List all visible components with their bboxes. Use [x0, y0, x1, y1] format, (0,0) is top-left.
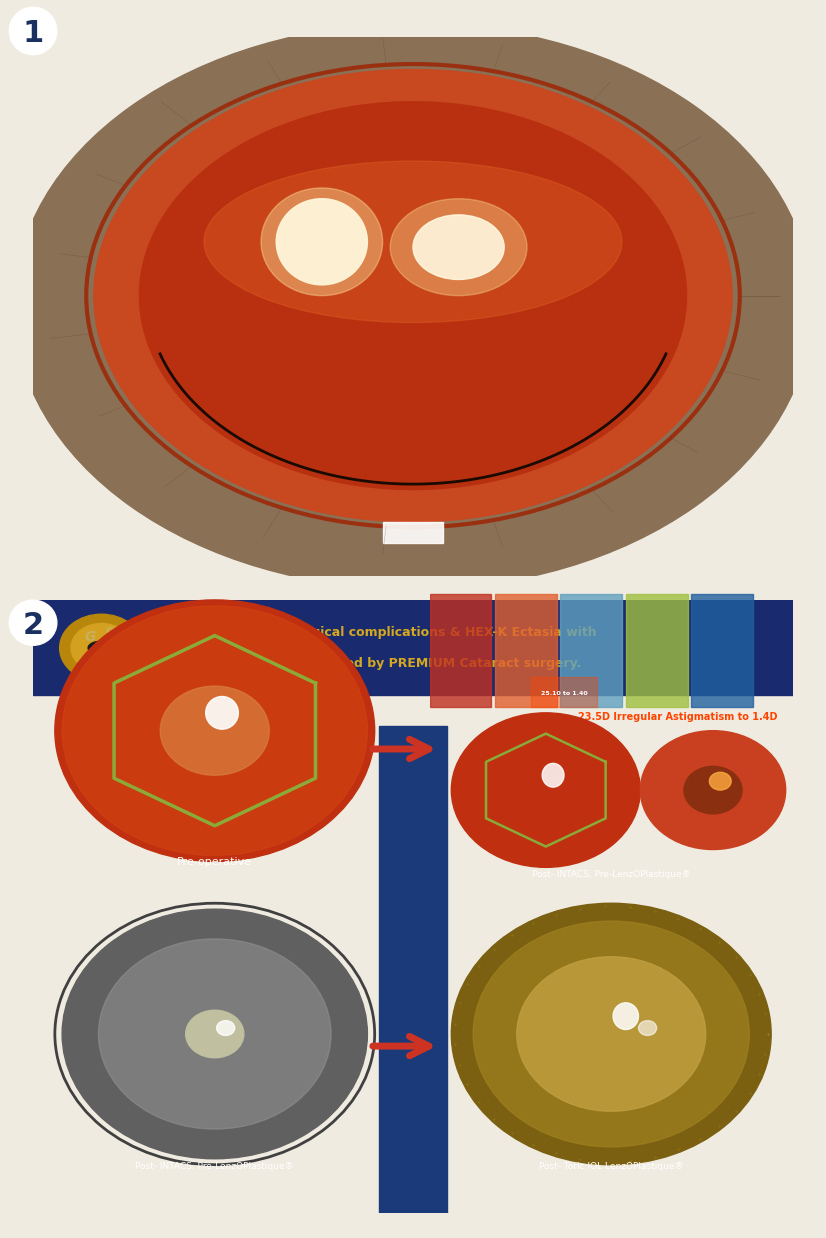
Ellipse shape — [261, 188, 382, 296]
Text: 1: 1 — [22, 19, 44, 48]
Circle shape — [451, 713, 640, 868]
Circle shape — [413, 215, 504, 280]
Text: G: G — [84, 630, 96, 644]
Text: 2: 2 — [22, 610, 44, 640]
Circle shape — [638, 1020, 657, 1035]
Circle shape — [710, 773, 731, 790]
Circle shape — [98, 938, 331, 1129]
Circle shape — [9, 600, 57, 645]
Circle shape — [517, 957, 705, 1112]
Circle shape — [140, 102, 686, 489]
Circle shape — [55, 600, 375, 862]
Circle shape — [451, 904, 771, 1165]
Circle shape — [9, 7, 57, 54]
Circle shape — [94, 69, 732, 522]
Circle shape — [71, 624, 132, 672]
Text: Vision: Vision — [105, 641, 139, 651]
Circle shape — [684, 766, 742, 813]
Ellipse shape — [542, 764, 564, 787]
Circle shape — [59, 614, 143, 682]
Ellipse shape — [14, 24, 812, 589]
Bar — [379, 725, 447, 1213]
Text: Post- INTACS, Pre-LenzOPlastique®: Post- INTACS, Pre-LenzOPlastique® — [135, 1161, 294, 1171]
Text: Fixing 9 surgical complications & HEX-K Ectasia with: Fixing 9 surgical complications & HEX-K … — [229, 626, 597, 639]
Ellipse shape — [204, 161, 622, 323]
Text: Gulani: Gulani — [105, 626, 140, 636]
Circle shape — [186, 1010, 244, 1057]
Circle shape — [640, 730, 786, 849]
Bar — [691, 594, 753, 707]
Ellipse shape — [206, 697, 239, 729]
FancyArrowPatch shape — [374, 740, 429, 758]
Circle shape — [62, 605, 368, 855]
Ellipse shape — [276, 198, 368, 285]
Bar — [560, 594, 622, 707]
Circle shape — [160, 686, 269, 775]
Bar — [33, 600, 793, 696]
Bar — [382, 522, 444, 543]
Bar — [626, 594, 687, 707]
Circle shape — [390, 198, 527, 296]
Text: 23.5D Irregular Astigmatism to 1.4D: 23.5D Irregular Astigmatism to 1.4D — [578, 712, 778, 722]
Bar — [430, 594, 491, 707]
Circle shape — [473, 921, 749, 1146]
Ellipse shape — [88, 641, 115, 655]
Text: Pre-operative: Pre-operative — [178, 858, 252, 868]
Text: 25.10 to 1.40: 25.10 to 1.40 — [541, 691, 587, 696]
Text: INTACS  followed by PREMIUM Cataract surgery.: INTACS followed by PREMIUM Cataract surg… — [244, 656, 582, 670]
Ellipse shape — [613, 1003, 638, 1030]
Text: Post- Toric IOL LenzOPlastique®: Post- Toric IOL LenzOPlastique® — [539, 1161, 683, 1171]
Bar — [495, 594, 557, 707]
Text: Post- INTACS, Pre-LenzOPlastique®: Post- INTACS, Pre-LenzOPlastique® — [532, 870, 691, 879]
Circle shape — [216, 1020, 235, 1035]
Bar — [531, 677, 596, 707]
Circle shape — [62, 909, 368, 1159]
